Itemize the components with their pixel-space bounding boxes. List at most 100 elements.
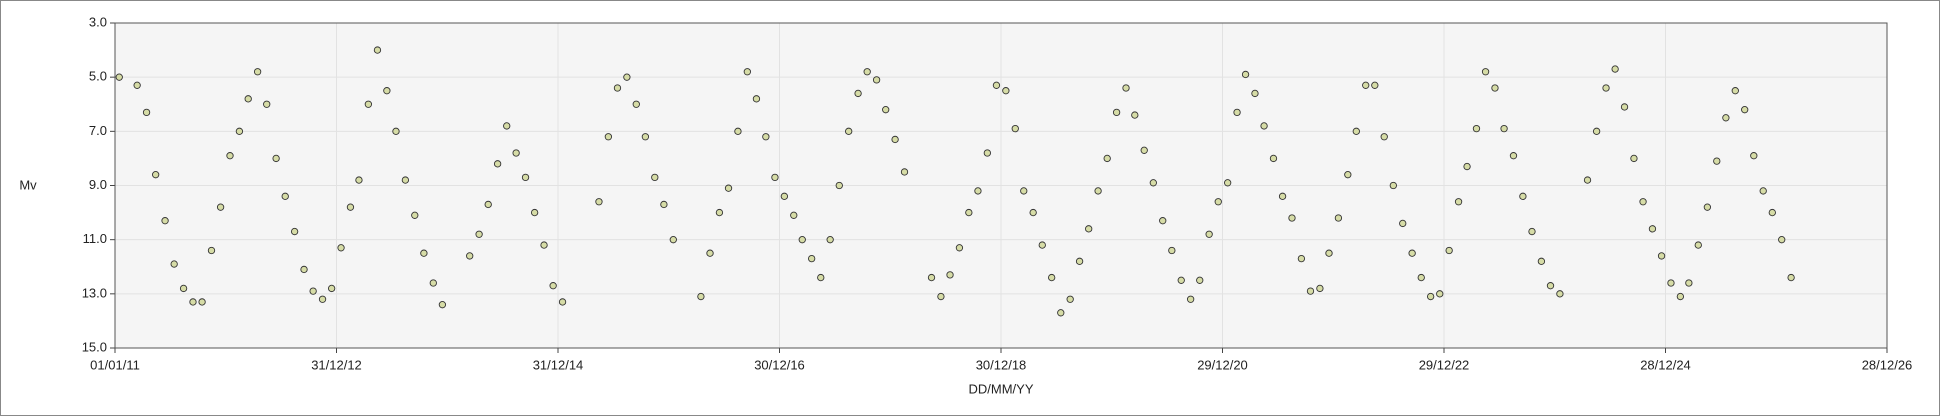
point [512,149,520,157]
point [309,287,317,295]
point [1380,133,1388,141]
point [992,81,1001,89]
point [1611,65,1619,73]
point [272,154,280,163]
point [1103,154,1111,163]
point [632,100,640,108]
point [1620,103,1629,111]
point [780,192,789,200]
point [493,160,502,168]
point [1334,214,1343,222]
point [771,173,779,182]
point [1676,292,1685,301]
point [1528,227,1536,236]
point [1481,68,1490,76]
point [373,46,382,54]
point [1491,84,1499,92]
point [263,100,271,108]
point [1306,287,1315,295]
point [420,249,428,257]
point [1344,171,1352,179]
point [1140,146,1148,154]
point [475,230,483,238]
point [1408,249,1416,257]
point [1112,108,1121,117]
x-tick-label: 30/12/16 [754,357,805,372]
x-tick-label: 31/12/12 [311,357,362,372]
point [1029,208,1037,217]
point [604,133,613,141]
point [752,95,761,103]
point [521,173,530,182]
point [244,95,252,103]
point [1583,176,1592,184]
point [1260,122,1268,130]
point [1685,279,1693,287]
point [863,68,871,76]
point [1011,124,1019,133]
y-tick-label: 5.0 [89,69,107,84]
point [142,108,151,117]
point [1020,187,1028,195]
point [891,135,899,144]
point [734,127,742,135]
point [466,252,474,260]
point [1417,273,1425,282]
point [1352,127,1360,135]
point [549,282,557,290]
point [484,200,492,209]
point [1168,246,1176,255]
point [429,279,437,287]
point [216,203,225,211]
point [1075,257,1084,265]
point [189,298,197,306]
point [743,68,751,76]
point [1251,89,1259,98]
point [226,152,234,160]
point [1768,208,1776,217]
point [927,273,936,282]
point [983,149,991,157]
point [383,87,391,95]
point [1269,154,1278,163]
point [346,203,355,211]
point [503,122,511,130]
point [318,295,327,303]
point [558,298,567,306]
point [1297,254,1306,263]
x-tick-label: 31/12/14 [533,357,584,372]
point [1389,181,1397,190]
point [1278,192,1287,200]
point [1426,292,1435,301]
plot-border [114,22,1888,349]
point [1233,108,1241,117]
point [808,254,816,263]
point [1713,157,1721,165]
point [1316,284,1324,293]
point [724,184,733,192]
point [974,187,982,195]
point [1500,124,1508,133]
x-tick-label: 28/12/26 [1862,357,1913,372]
point [1722,114,1730,122]
y-tick-label: 3.0 [89,14,107,29]
point [133,81,141,89]
point [1546,282,1555,290]
point [706,249,714,257]
y-tick-label: 15.0 [82,339,107,354]
point [845,127,853,135]
point [1048,273,1056,282]
point [327,284,336,293]
point [1556,290,1564,298]
y-tick-label: 13.0 [82,285,107,300]
x-tick-label: 29/12/20 [1197,357,1248,372]
point [623,73,631,81]
point [1436,290,1444,298]
point [300,265,308,274]
point [900,168,909,176]
point [1630,154,1638,163]
point [438,301,447,309]
x-tick-label: 30/12/18 [976,357,1027,372]
point [715,208,724,217]
